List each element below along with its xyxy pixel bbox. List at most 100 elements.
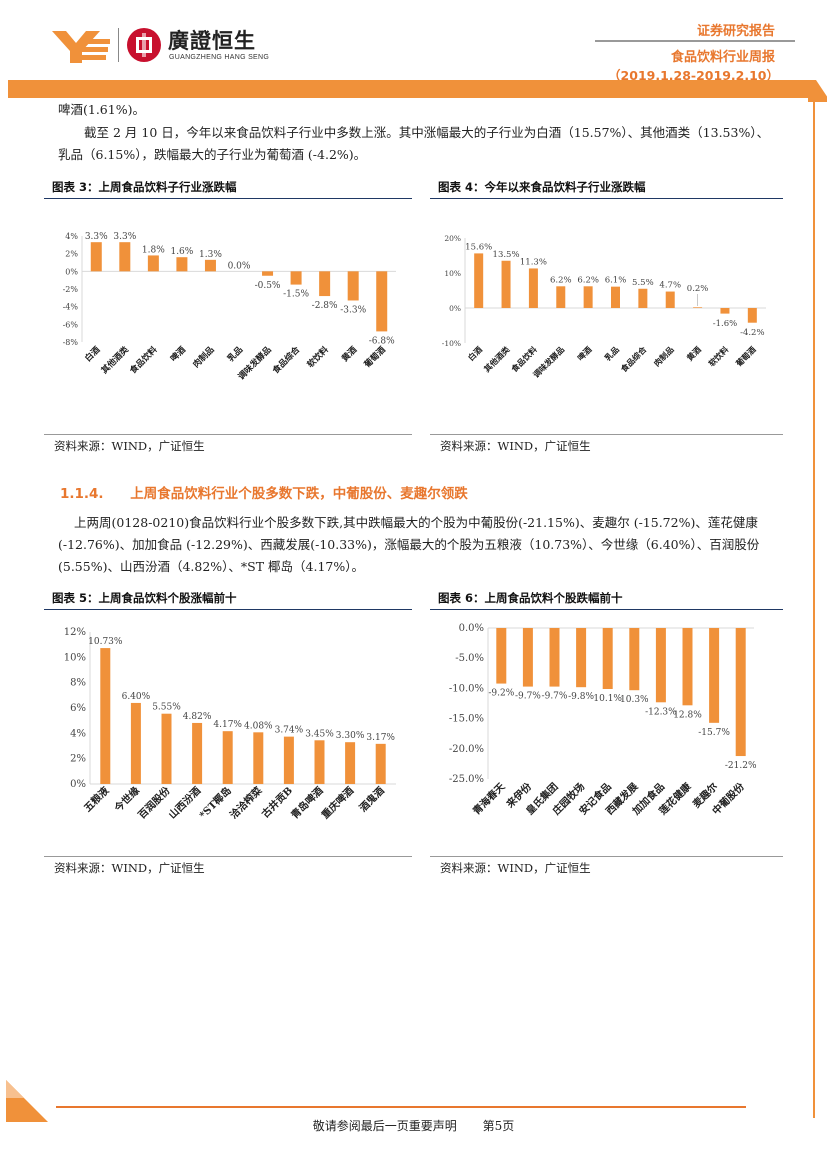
fig5-bottom-rule — [44, 856, 412, 857]
category-label: *ST椰岛 — [196, 784, 233, 821]
data-label: 6.2% — [550, 275, 572, 285]
header-logo: 廣證恒生 GUANGZHENG HANG SENG — [52, 24, 282, 68]
y-tick-label: 0% — [449, 304, 461, 313]
bar — [747, 308, 757, 323]
data-label: -9.7% — [515, 692, 541, 702]
bar — [611, 286, 620, 308]
y-tick-label: 4% — [65, 232, 78, 241]
category-label: 啤酒 — [575, 344, 593, 362]
bar — [222, 731, 233, 784]
category-label: 百润股份 — [135, 783, 173, 821]
bar — [253, 732, 264, 784]
data-label: -2.8% — [312, 301, 338, 311]
category-label: 葡萄酒 — [733, 344, 758, 369]
bar — [375, 743, 386, 784]
bar — [290, 271, 302, 285]
bar — [176, 257, 188, 272]
y-tick-label: -10% — [442, 339, 461, 348]
logo-en-text: GUANGZHENG HANG SENG — [169, 54, 270, 61]
data-label: 3.74% — [275, 726, 304, 736]
y-tick-label: -5.0% — [455, 653, 484, 664]
bar — [283, 736, 294, 784]
fig4-top-rule — [430, 198, 783, 199]
fig4-bottom-rule — [430, 434, 783, 435]
yf-logo-icon — [52, 31, 110, 63]
category-label: 肉制品 — [652, 344, 676, 368]
category-label: 软饮料 — [305, 344, 331, 370]
bar — [629, 628, 640, 691]
fig5-caption: 图表 5：上周食品饮料个股涨幅前十 — [52, 591, 237, 605]
bar — [693, 307, 703, 308]
category-label: 食品饮料 — [128, 344, 160, 376]
bar — [319, 271, 331, 297]
data-label: -15.7% — [698, 728, 730, 738]
data-label: 4.17% — [213, 720, 242, 730]
section-heading: 1.1.4. 上周食品饮料行业个股多数下跌，中葡股份、麦趣尔领跌 — [60, 482, 468, 502]
y-tick-label: 6% — [70, 703, 86, 714]
report-date-range: （2019.1.28-2019.2.10） — [608, 68, 779, 83]
right-margin-line — [813, 98, 815, 1118]
fig6-caption: 图表 6：上周食品饮料个股跌幅前十 — [438, 591, 623, 605]
bar — [638, 288, 648, 308]
bar — [474, 253, 484, 308]
section-number: 1.1.4. — [60, 486, 104, 502]
category-label: 啤酒 — [168, 344, 188, 364]
bar — [262, 271, 274, 276]
bar — [501, 260, 511, 308]
bar — [576, 628, 587, 688]
data-label: 11.3% — [520, 257, 547, 267]
data-label: 5.5% — [632, 278, 654, 288]
fig3-top-rule — [44, 198, 412, 199]
data-label: 10.73% — [88, 637, 123, 647]
paragraph-tail: 啤酒(1.61%)。 — [58, 102, 145, 117]
y-tick-label: 0% — [65, 267, 78, 276]
fig6-source: 资料来源：WIND，广证恒生 — [440, 861, 591, 875]
fig5-top-rule — [44, 609, 412, 610]
footer-disclaimer: 敬请参阅最后一页重要声明 — [312, 1119, 457, 1133]
header-grey-rule — [595, 40, 795, 42]
bar — [528, 268, 538, 308]
data-label: -1.6% — [713, 319, 737, 329]
data-label: 1.3% — [199, 250, 222, 260]
bar — [314, 740, 325, 784]
category-label: 肉制品 — [191, 344, 217, 370]
header-bar-corner — [808, 80, 827, 102]
bar — [682, 628, 693, 706]
fig3-source: 资料来源：WIND，广证恒生 — [54, 439, 205, 453]
fig4-chart: 20%10%0%-10%15.6%白酒13.5%其他酒类11.3%食品饮料6.2… — [442, 234, 766, 380]
bar — [665, 291, 675, 308]
data-label: -9.8% — [568, 692, 594, 702]
bar — [100, 648, 111, 784]
category-label: 白酒 — [466, 344, 484, 362]
bar — [522, 628, 533, 687]
fig5-source: 资料来源：WIND，广证恒生 — [54, 861, 205, 875]
category-label: 乳品 — [225, 344, 245, 364]
category-label: 其他酒类 — [482, 344, 512, 374]
fig3-bottom-rule — [44, 434, 412, 435]
category-label: 食品综合 — [270, 344, 302, 376]
footer-rule — [56, 1106, 746, 1108]
data-label: 6.2% — [577, 275, 599, 285]
fig6-top-rule — [430, 609, 783, 610]
data-label: 1.8% — [142, 245, 165, 255]
category-label: 黄酒 — [339, 344, 359, 364]
data-label: -12.3% — [645, 707, 677, 717]
logo-divider — [118, 28, 119, 62]
category-label: 食品综合 — [619, 344, 649, 374]
bar — [583, 286, 593, 308]
section-title: 上周食品饮料行业个股多数下跌，中葡股份、麦趣尔领跌 — [130, 486, 468, 502]
y-tick-label: -6% — [63, 320, 79, 329]
y-tick-label: -15.0% — [449, 714, 484, 725]
data-label: 13.5% — [493, 250, 520, 260]
logo-cn-text: 廣證恒生 — [168, 29, 256, 53]
y-tick-label: -20.0% — [449, 744, 484, 755]
y-tick-label: 10% — [64, 652, 86, 663]
y-tick-label: 10% — [444, 269, 461, 278]
y-tick-label: 0.0% — [459, 623, 484, 634]
category-label: 酒鬼酒 — [356, 784, 386, 814]
bar — [192, 722, 203, 784]
y-tick-label: 4% — [70, 728, 86, 739]
y-tick-label: 12% — [64, 627, 86, 638]
data-label: 0.0% — [228, 261, 251, 271]
data-label: -1.5% — [283, 290, 309, 300]
